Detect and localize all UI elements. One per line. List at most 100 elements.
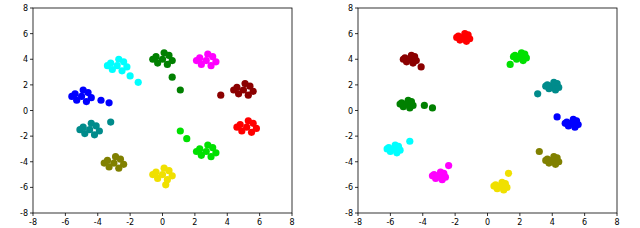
point [120,161,127,168]
x-tick-label: -2 [126,218,134,227]
x-tick [358,213,359,216]
x-tick [259,213,260,216]
x-tick-label: 8 [614,218,619,227]
frame [358,8,617,213]
point [461,30,468,37]
point [405,97,412,104]
point [104,62,111,69]
x-tick-label: -4 [94,218,102,227]
y-tick [30,59,33,60]
y-tick-label: -6 [20,183,28,192]
point [161,165,168,172]
point [518,49,525,56]
point [510,53,517,60]
point [253,125,260,132]
x-tick [519,213,520,216]
y-tick-label: 2 [348,81,353,90]
y-tick-label: 6 [348,30,353,39]
y-tick [30,161,33,162]
y-tick [355,187,358,188]
y-tick [30,8,33,9]
y-tick-label: -6 [345,183,353,192]
point [562,120,569,127]
chart: -8-6-4-202468-8-6-4-202468 [20,4,295,227]
point [149,56,156,63]
x-tick-label: 4 [225,218,230,227]
y-tick [30,84,33,85]
y-tick [30,33,33,34]
y-tick [355,8,358,9]
point [400,56,407,63]
y-tick [355,110,358,111]
x-tick [422,213,423,216]
x-tick-label: -6 [61,218,69,227]
point [550,79,557,86]
point [233,124,240,131]
x-tick-label: 6 [257,218,262,227]
point [162,181,169,188]
x-tick [227,213,228,216]
point [193,148,200,155]
y-tick-label: 8 [348,4,353,13]
x-tick [584,213,585,216]
y-tick [355,161,358,162]
point [177,86,184,93]
x-tick [487,213,488,216]
point [245,117,252,124]
point [107,118,114,125]
y-tick [355,136,358,137]
point [169,74,176,81]
y-tick [30,213,33,214]
x-tick-label: -2 [451,218,459,227]
figure: -8-6-4-202468-8-6-4-202468-8-6-4-202468-… [0,0,640,228]
y-tick-label: 4 [23,55,28,64]
point [550,153,557,160]
point [570,116,577,123]
point [384,145,391,152]
y-tick-label: -4 [20,158,28,167]
point [408,52,415,59]
point [498,179,505,186]
point [534,90,541,97]
y-tick-label: -4 [345,158,353,167]
x-tick [390,213,391,216]
point [96,127,103,134]
y-tick [355,213,358,214]
point [392,141,399,148]
point [542,157,549,164]
y-tick [355,59,358,60]
x-tick-label: 4 [550,218,555,227]
x-tick-label: -8 [354,218,362,227]
x-tick-label: 6 [582,218,587,227]
point [230,86,237,93]
frame [33,8,292,213]
root: -8-6-4-202468-8-6-4-202468-8-6-4-202468-… [0,0,640,228]
y-tick-label: -8 [20,209,28,218]
point [80,86,87,93]
point [76,126,83,133]
point [406,138,413,145]
point [193,57,200,64]
x-tick-label: 0 [160,218,165,227]
point [554,113,561,120]
x-tick-label: -8 [29,218,37,227]
point [169,57,176,64]
x-tick [65,213,66,216]
point [212,149,219,156]
x-tick-label: 2 [192,218,197,227]
point [127,72,134,79]
point [169,172,176,179]
point [536,148,543,155]
point [453,34,460,41]
point [149,171,156,178]
y-tick [30,136,33,137]
y-tick [355,33,358,34]
x-tick-label: -4 [419,218,427,227]
y-tick-label: -8 [345,209,353,218]
x-tick-label: -6 [386,218,394,227]
y-tick-label: 8 [23,4,28,13]
y-tick-label: -2 [20,132,28,141]
point [115,56,122,63]
chart: -8-6-4-202468-8-6-4-202468 [345,4,620,227]
x-tick [292,213,293,216]
